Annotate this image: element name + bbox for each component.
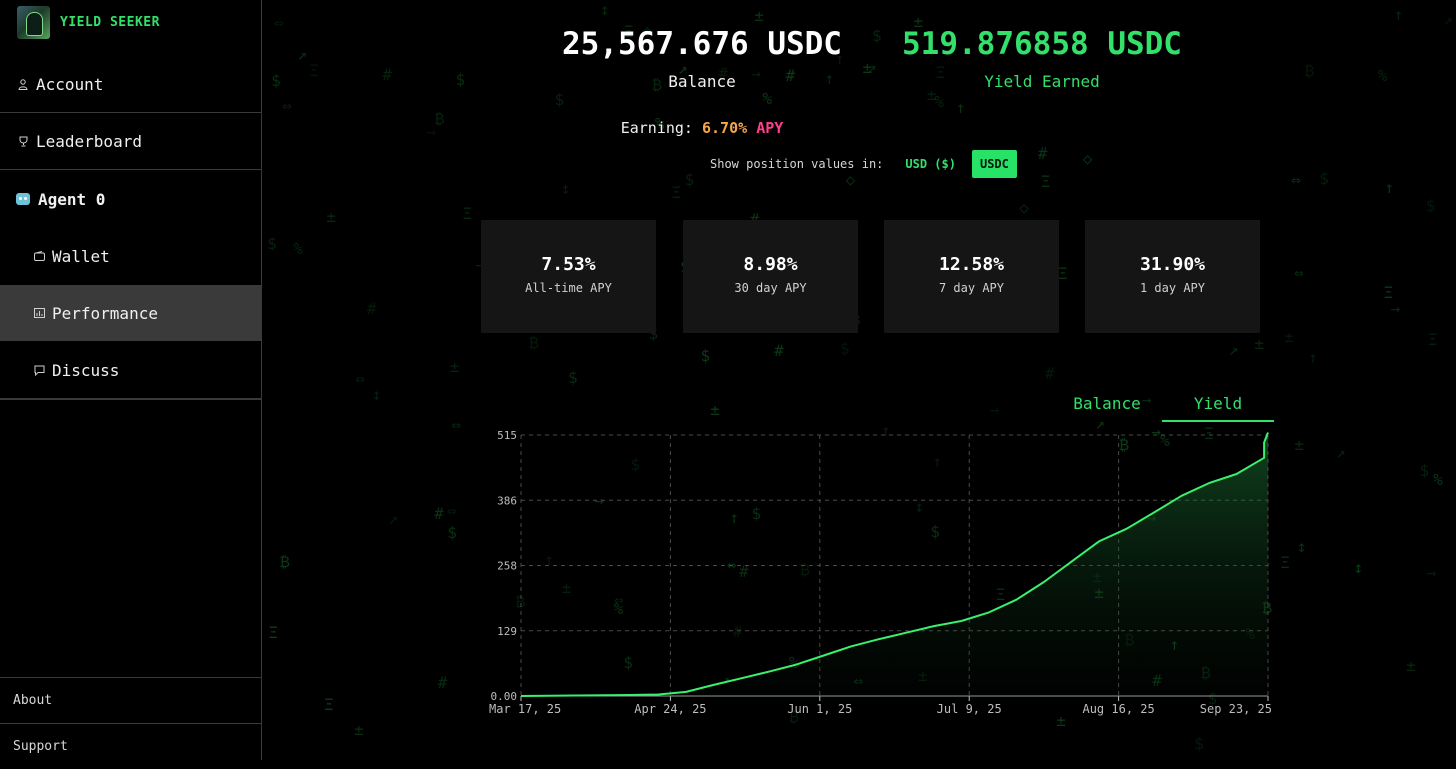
sidebar-item-wallet[interactable]: Wallet xyxy=(0,228,261,284)
sidebar-item-label: Account xyxy=(36,75,104,94)
sidebar-item-leaderboard[interactable]: Leaderboard xyxy=(0,114,261,170)
apy-card-30-day: 8.98% 30 day APY xyxy=(683,220,858,333)
apy-card-value: 8.98% xyxy=(743,254,798,275)
brand-name: YIELD SEEKER xyxy=(60,14,160,30)
sidebar-item-label: Performance xyxy=(52,303,158,323)
apy-card-7-day: 12.58% 7 day APY xyxy=(884,220,1059,333)
bar-chart-icon xyxy=(32,308,46,318)
x-tick-label: Mar 17, 25 xyxy=(489,702,561,716)
toggle-label: Show position values in: xyxy=(710,157,884,171)
sidebar-item-account[interactable]: Account xyxy=(0,57,261,113)
x-tick-label: Jun 1, 25 xyxy=(787,702,852,716)
balance-value: 25,567.676 USDC xyxy=(562,26,842,62)
footer-link-support[interactable]: Support xyxy=(0,723,261,769)
position-value-toggle: Show position values in: USD ($) USDC xyxy=(710,150,1017,178)
chat-bubble-icon xyxy=(32,365,46,376)
sidebar-item-label: Wallet xyxy=(52,246,110,266)
balance-label: Balance xyxy=(668,72,736,91)
earning-apy-line: Earning: 6.70% APY xyxy=(262,119,1142,137)
footer-link-about[interactable]: About xyxy=(0,677,261,723)
y-tick-label: 129 xyxy=(497,625,517,638)
wallet-icon xyxy=(32,251,46,261)
y-tick-label: 386 xyxy=(497,494,517,507)
user-icon xyxy=(16,79,30,90)
y-tick-label: 0.00 xyxy=(491,690,518,703)
yield-chart: 0.00 129 258 386 515 Mar 17, 25 Apr 24, 25 Jun … xyxy=(489,429,1272,716)
sidebar-item-label: Agent 0 xyxy=(38,189,106,209)
robot-icon xyxy=(16,193,30,205)
apy-card-value: 31.90% xyxy=(1139,254,1206,275)
brand-logo-icon xyxy=(17,5,50,39)
apy-card-value: 7.53% xyxy=(541,254,596,275)
footer-link-label: About xyxy=(13,693,53,708)
x-tick-label: Aug 16, 25 xyxy=(1082,702,1154,716)
apy-card-label: 1 day APY xyxy=(1139,281,1206,295)
yield-earned-label: Yield Earned xyxy=(984,72,1100,91)
toggle-option-usd[interactable]: USD ($) xyxy=(905,157,956,171)
earning-label: Earning: xyxy=(620,119,693,137)
apy-card-label: All-time APY xyxy=(525,281,612,295)
main-content: 25,567.676 USDC Balance 519.876858 USDC … xyxy=(262,0,1456,760)
tab-yield[interactable]: Yield xyxy=(1162,394,1274,422)
yield-line xyxy=(520,432,1269,697)
yield-earned-value: 519.876858 USDC xyxy=(902,26,1182,62)
brand[interactable]: YIELD SEEKER xyxy=(17,5,160,39)
toggle-option-usdc[interactable]: USDC xyxy=(971,150,1017,178)
apy-card-label: 7 day APY xyxy=(938,281,1005,295)
x-tick-label: Apr 24, 25 xyxy=(634,702,706,716)
sidebar-item-label: Discuss xyxy=(52,360,120,380)
yield-area xyxy=(521,432,1268,696)
sidebar-item-performance[interactable]: Performance xyxy=(0,285,261,341)
y-tick-label: 258 xyxy=(497,560,517,573)
earning-apy-text: APY xyxy=(756,119,784,137)
tab-balance[interactable]: Balance xyxy=(1073,394,1141,413)
trophy-icon xyxy=(16,136,30,147)
x-tick-label: Sep 23, 25 xyxy=(1200,702,1272,716)
sidebar: YIELD SEEKER Account Leaderboard Agent 0… xyxy=(0,0,262,760)
apy-card-value: 12.58% xyxy=(938,254,1005,275)
y-tick-label: 515 xyxy=(497,429,517,442)
sidebar-item-agent[interactable]: Agent 0 xyxy=(0,171,261,227)
apy-card-all-time: 7.53% All-time APY xyxy=(481,220,656,333)
apy-card-label: 30 day APY xyxy=(734,281,807,295)
footer-link-label: Support xyxy=(13,739,68,754)
apy-card-1-day: 31.90% 1 day APY xyxy=(1085,220,1260,333)
sidebar-item-discuss[interactable]: Discuss xyxy=(0,342,261,400)
sidebar-item-label: Leaderboard xyxy=(36,132,142,151)
x-tick-label: Jul 9, 25 xyxy=(937,702,1002,716)
earning-apy-value: 6.70% xyxy=(702,119,748,137)
